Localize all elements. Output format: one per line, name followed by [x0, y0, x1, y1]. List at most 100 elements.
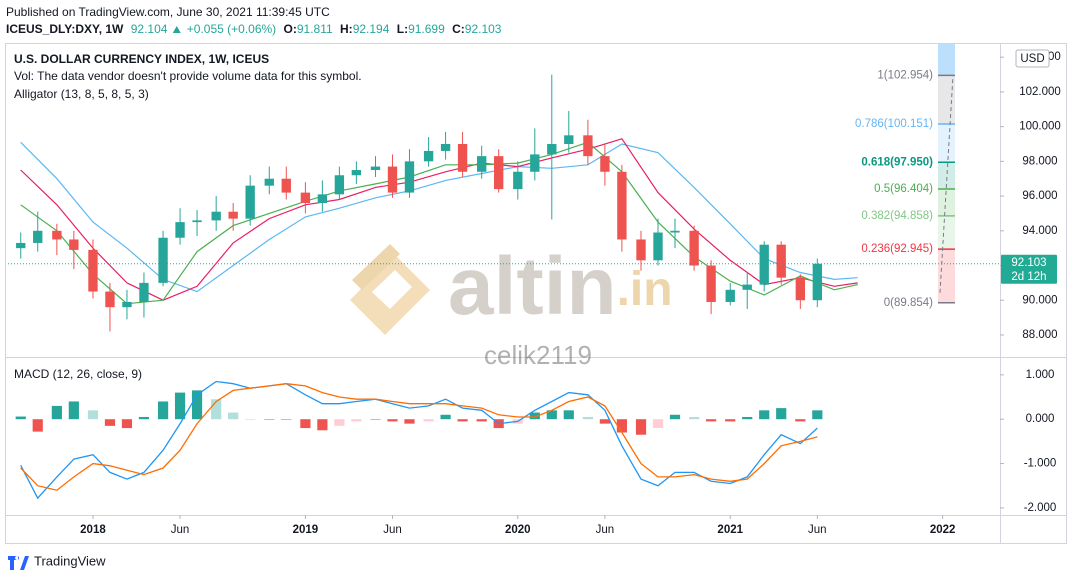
- candle-body: [334, 175, 345, 195]
- y-tick-label: 96.000: [1022, 190, 1057, 202]
- histogram-bar: [582, 416, 594, 420]
- histogram-bar: [351, 419, 362, 422]
- x-tick-label: 2021: [717, 524, 743, 536]
- candle-body: [759, 244, 769, 285]
- chart-frame: [5, 43, 1067, 544]
- fib-band: [938, 162, 955, 190]
- last-value: 92.104: [131, 22, 168, 36]
- histogram-bar: [334, 419, 345, 426]
- watermark-logo-part: [352, 244, 400, 290]
- l-value: 91.699: [408, 22, 445, 36]
- candle-body: [52, 230, 62, 240]
- volume-note: Vol: The data vendor doesn't provide vol…: [14, 69, 362, 83]
- watermark-user: celik2119: [484, 340, 592, 370]
- histogram-bar: [138, 416, 150, 420]
- candle-body: [812, 263, 822, 301]
- histogram-bar: [635, 419, 647, 435]
- candle-body: [795, 277, 805, 301]
- macd-line: [20, 380, 818, 500]
- y-tick-label: 102.000: [1019, 86, 1061, 98]
- histogram-bar: [616, 419, 627, 433]
- chart-title: U.S. DOLLAR CURRENCY INDEX, 1W, ICEUS: [14, 52, 269, 66]
- histogram-bar: [742, 416, 753, 420]
- x-tick-label: 2019: [293, 524, 319, 536]
- candle-body: [33, 230, 43, 243]
- x-tick-label: Jun: [596, 524, 615, 536]
- histogram-bar: [387, 419, 398, 422]
- histogram-bar: [669, 414, 681, 420]
- y-tick-label: 98.000: [1022, 155, 1057, 167]
- histogram-bar: [812, 410, 823, 420]
- histogram-bar: [211, 399, 222, 420]
- watermark-tld: .in: [617, 263, 673, 316]
- histogram-bar: [599, 419, 610, 424]
- candle-body: [440, 143, 451, 151]
- candle-body: [317, 194, 328, 204]
- histogram-bar: [652, 419, 664, 429]
- candle-body: [300, 192, 311, 204]
- candle-body: [228, 211, 238, 219]
- x-tick-label: Jun: [171, 524, 190, 536]
- candle-body: [547, 143, 557, 155]
- histogram-bar: [370, 419, 381, 420]
- candle-body: [351, 170, 362, 176]
- candle-body: [530, 154, 540, 172]
- histogram-bar: [68, 401, 79, 420]
- histogram-bar: [32, 419, 43, 432]
- candle-body: [457, 143, 468, 172]
- histogram-bar: [776, 408, 787, 420]
- watermark-brand: altin.in: [448, 241, 673, 332]
- fib-level-label: 0.618(97.950): [861, 156, 933, 168]
- histogram-bar: [264, 419, 275, 420]
- histogram-bar: [228, 412, 239, 420]
- histogram-bar: [15, 416, 26, 420]
- watermark-logo: [350, 255, 430, 335]
- histogram-bar: [423, 419, 434, 422]
- candle-body: [600, 156, 610, 172]
- published: Published on TradingView.com, June 30, 2…: [6, 5, 330, 19]
- candle-body: [513, 171, 523, 190]
- footer-logo: [8, 556, 29, 570]
- candle-body: [670, 230, 680, 233]
- y-tick-label: -1.000: [1024, 458, 1057, 470]
- histogram-bar: [529, 412, 540, 420]
- fib-band: [938, 75, 955, 125]
- candle-body: [281, 178, 291, 193]
- c-label: C:: [452, 22, 465, 36]
- candle-body: [387, 166, 398, 193]
- histogram-bar: [87, 410, 99, 420]
- candle-body: [192, 220, 202, 223]
- x-tick-label: 2020: [505, 524, 531, 536]
- histogram-bar: [51, 405, 62, 420]
- histogram-bar: [440, 414, 451, 420]
- symbol-line: ICEUS_DLY:DXY, 1W 92.104 +0.055 (+0.06%)…: [6, 22, 502, 36]
- candle-body: [69, 239, 79, 250]
- macd-line: [20, 383, 818, 491]
- change: +0.055 (+0.06%): [187, 22, 276, 36]
- candle-body: [423, 150, 434, 162]
- candle-body: [370, 166, 381, 171]
- fib-level-label: 0(89.854): [884, 297, 933, 309]
- candle-body: [689, 230, 699, 266]
- histogram-bar: [174, 392, 186, 420]
- histogram-bar: [689, 416, 700, 420]
- histogram-bar: [725, 419, 736, 422]
- last-price-label: 92.103: [1011, 257, 1046, 269]
- countdown-label: 2d 12h: [1011, 271, 1046, 283]
- histogram-bar: [795, 419, 806, 422]
- histogram-bar: [317, 419, 328, 431]
- y-tick-label: 88.000: [1022, 329, 1057, 341]
- candle-body: [776, 244, 786, 278]
- candle-body: [742, 284, 752, 290]
- tv-logo: [8, 556, 29, 570]
- y-tick-label: -2.000: [1024, 502, 1057, 514]
- fib-band: [938, 124, 955, 163]
- candle-body: [653, 232, 663, 261]
- y-tick-label: 100.000: [1019, 121, 1061, 133]
- y-tick-label: 0.000: [1026, 413, 1055, 425]
- h-label: H:: [340, 22, 353, 36]
- fib-band: [938, 189, 955, 216]
- background-layer: [938, 44, 955, 304]
- footer-brand: TradingView: [34, 553, 106, 568]
